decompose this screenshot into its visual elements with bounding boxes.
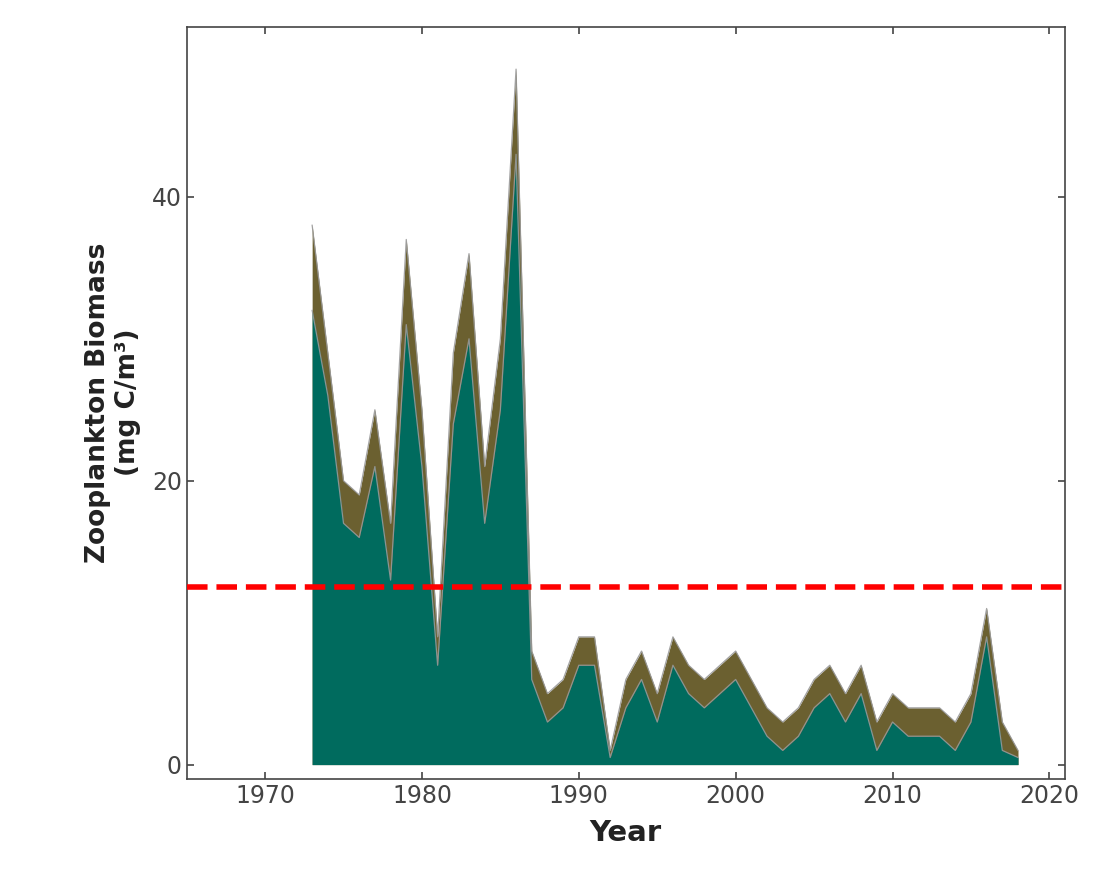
- X-axis label: Year: Year: [590, 819, 662, 847]
- Y-axis label: Zooplankton Biomass
(mg C/m³): Zooplankton Biomass (mg C/m³): [85, 242, 141, 563]
